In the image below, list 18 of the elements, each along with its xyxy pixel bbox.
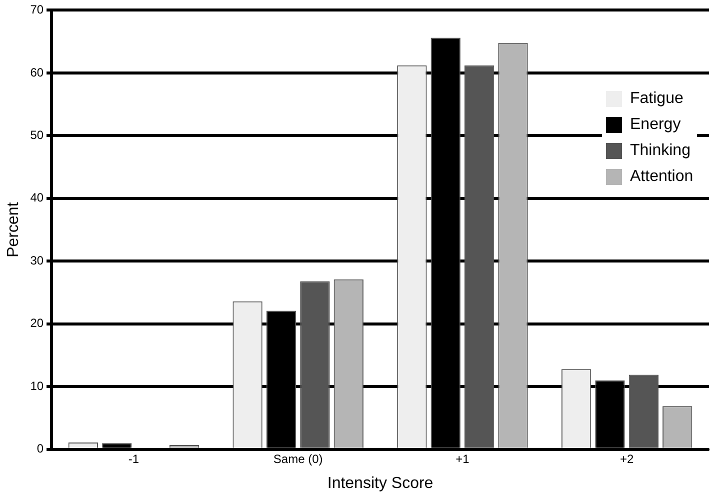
y-tick-label: 40 (30, 190, 44, 205)
y-axis-title: Percent (5, 202, 22, 258)
y-tick-label: 30 (30, 253, 44, 268)
y-tick-label: 10 (30, 378, 44, 393)
y-tick-label: 70 (30, 2, 44, 17)
y-tick-label: 50 (30, 128, 44, 142)
legend-label: Thinking (630, 142, 690, 160)
x-tick-label: Same (0) (273, 452, 323, 466)
x-tick-label: -1 (128, 452, 140, 466)
legend-label: Fatigue (630, 90, 684, 108)
y-tick-label: 0 (36, 442, 44, 456)
x-tick-label: +1 (456, 452, 470, 466)
y-tick-label: 60 (30, 65, 44, 80)
y-tick-label: 20 (30, 316, 44, 330)
legend-label: Energy (630, 116, 681, 134)
x-axis-title: Intensity Score (327, 474, 434, 492)
x-tick-label: +2 (620, 452, 634, 466)
legend-label: Attention (630, 168, 694, 186)
